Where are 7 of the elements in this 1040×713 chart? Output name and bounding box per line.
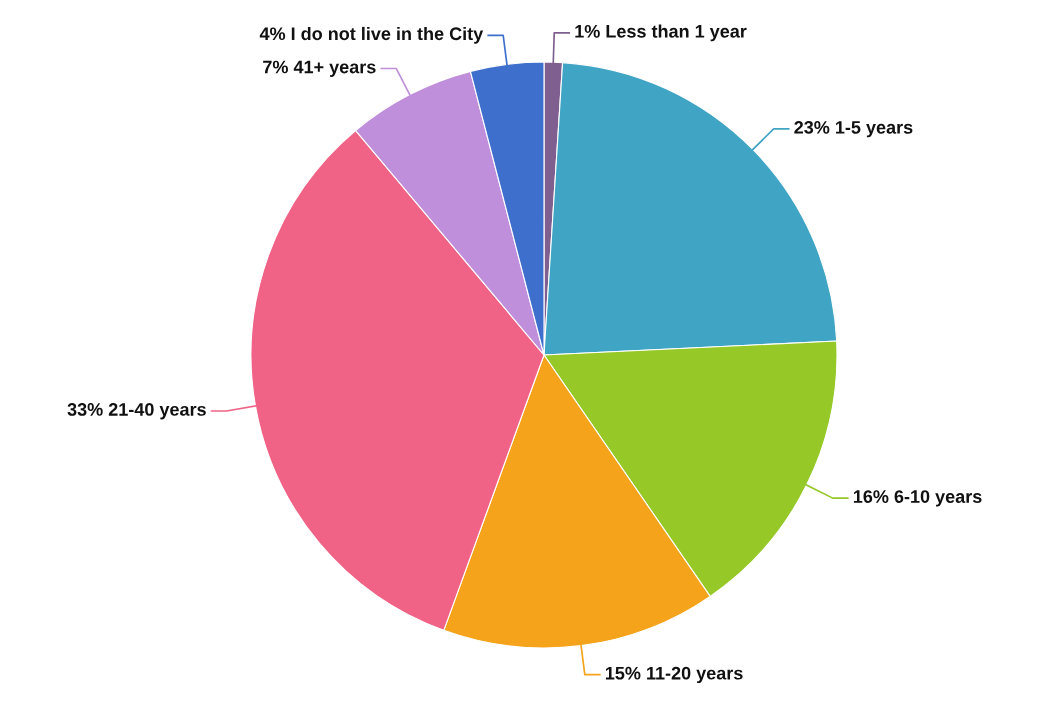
slice-label: 1% Less than 1 year [575,24,747,42]
slice-label: 7% 41+ years [263,60,376,77]
slice-label: 16% 6-10 years [853,490,982,507]
slice-label: 23% 1-5 years [794,120,913,138]
slice-label: 33% 21-40 years [67,403,206,420]
slice-label: 4% I do not live in the City [259,26,484,44]
slice-label: 15% 11-20 years [605,666,743,684]
